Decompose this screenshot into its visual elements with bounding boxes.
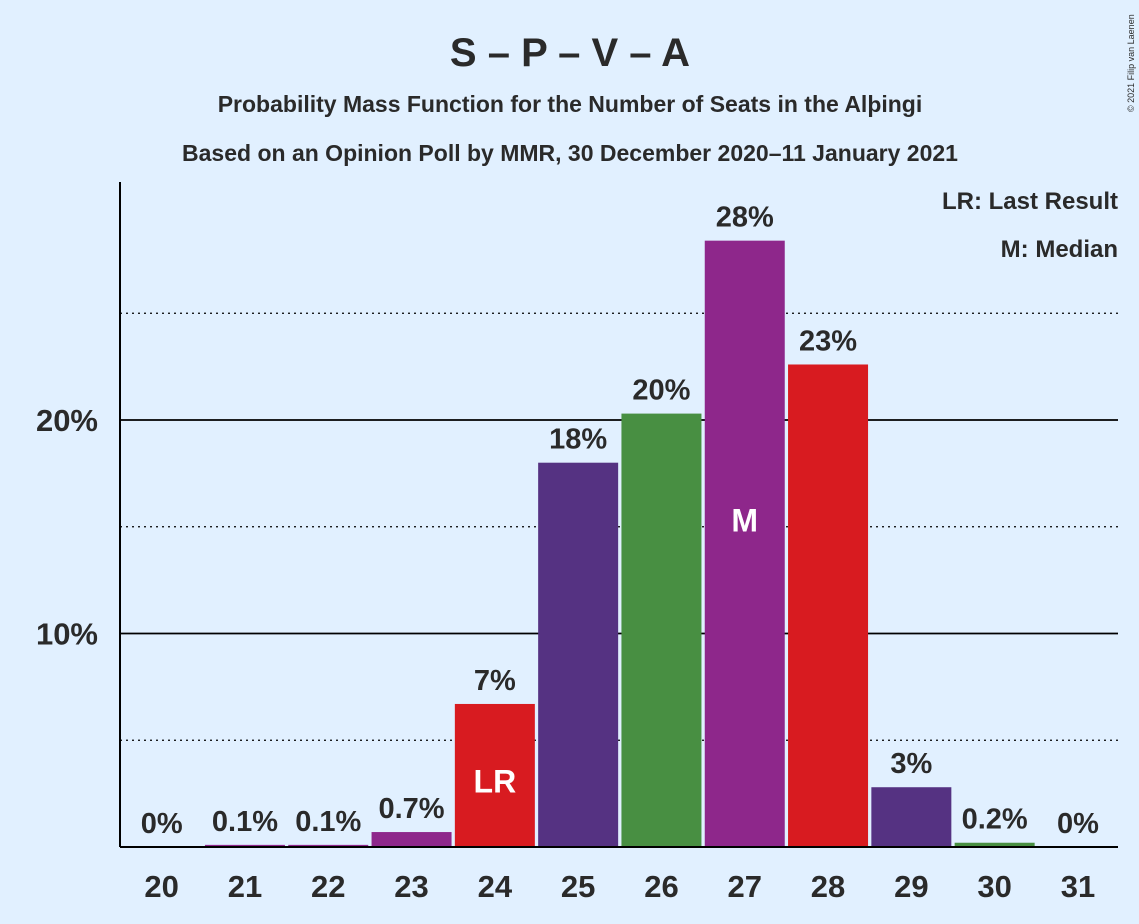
bar-value-label: 3% (890, 748, 932, 780)
bar-25 (538, 462, 619, 847)
y-tick-label: 20% (36, 403, 98, 438)
chart-title: S – P – V – A (450, 31, 690, 75)
bar-23 (371, 832, 452, 847)
x-tick-label: 23 (394, 869, 428, 904)
bar-27 (704, 240, 785, 847)
bar-value-label: 0.1% (295, 806, 361, 838)
bar-28 (788, 364, 869, 847)
bar-24 (454, 703, 535, 847)
copyright-notice: © 2021 Filip van Laenen (1126, 14, 1136, 112)
bar-26 (621, 413, 702, 847)
axes: 10% 20% 20 21 22 23 24 25 26 27 28 29 30 31 (36, 182, 1118, 904)
x-tick-label: 29 (894, 869, 928, 904)
x-tick-label: 21 (228, 869, 262, 904)
bar-value-label: 0% (1057, 808, 1099, 840)
bar-value-label: 28% (716, 202, 774, 234)
x-tick-label: 31 (1061, 869, 1095, 904)
bar-30 (954, 842, 1035, 847)
chart-source-line: Based on an Opinion Poll by MMR, 30 Dece… (182, 140, 958, 166)
bar-value-label: 0.2% (962, 804, 1028, 836)
x-tick-label: 28 (811, 869, 845, 904)
bar-value-label: 7% (474, 665, 516, 697)
x-tick-label: 25 (561, 869, 595, 904)
bar-21 (204, 844, 285, 847)
bar-29 (871, 787, 952, 847)
bars (204, 240, 1035, 847)
gridlines (120, 312, 1118, 741)
x-tick-label: 24 (478, 869, 513, 904)
legend-median: M: Median (1001, 236, 1118, 263)
x-tick-label: 20 (144, 869, 178, 904)
bar-value-label: 0.7% (378, 793, 444, 825)
value-labels: 0% 0.1% 0.1% 0.7% 7% LR 18% 20% 28% M 23% 3% 0.2% 0% (141, 202, 1099, 840)
legend-last-result: LR: Last Result (942, 188, 1118, 215)
bar-value-label: 18% (549, 424, 607, 456)
x-tick-label: 22 (311, 869, 345, 904)
x-tick-label: 26 (644, 869, 678, 904)
x-tick-label: 27 (728, 869, 762, 904)
y-tick-label: 10% (36, 617, 98, 652)
bar-value-label: 0.1% (212, 806, 278, 838)
median-marker: M (731, 503, 758, 539)
bar-value-label: 23% (799, 325, 857, 357)
x-tick-label: 30 (977, 869, 1011, 904)
bar-value-label: 0% (141, 808, 183, 840)
bar-22 (288, 844, 369, 847)
last-result-marker: LR (474, 764, 517, 800)
bar-value-label: 20% (632, 375, 690, 407)
chart-subtitle: Probability Mass Function for the Number… (218, 91, 923, 117)
